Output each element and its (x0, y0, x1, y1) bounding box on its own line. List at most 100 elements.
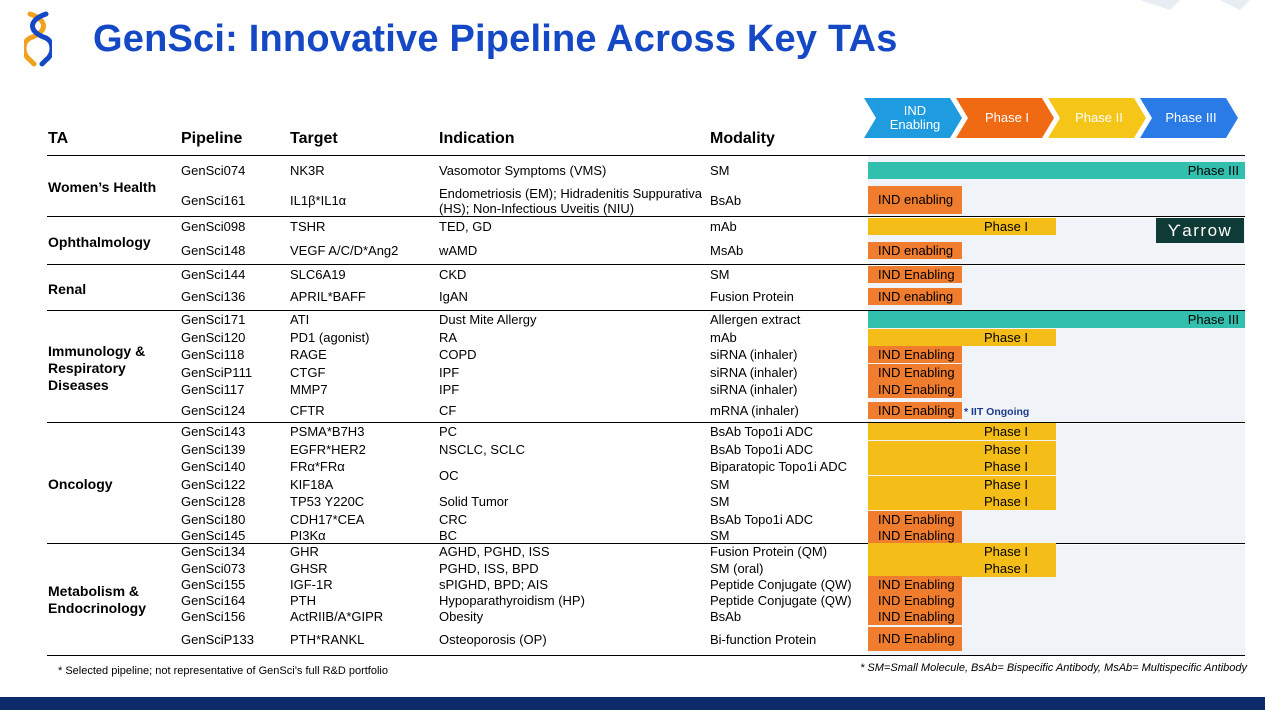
row-modality: mAb (710, 219, 737, 234)
row-modality: MsAb (710, 243, 744, 258)
row-pipeline: GenSci117 (181, 382, 245, 397)
row-modality: Bi-function Protein (710, 632, 817, 647)
ta-immunology-line1: Immunology & (48, 343, 146, 359)
row-stage-bar: IND enabling (868, 186, 962, 214)
row-pipeline: GenSci074 (181, 163, 246, 178)
row-target: TP53 Y220C (290, 494, 365, 509)
row-indication: Vasomotor Symptoms (VMS) (439, 163, 607, 178)
divider (47, 422, 1245, 423)
row-stage-bar: IND Enabling (868, 527, 962, 544)
phase-arrows-graphic (864, 98, 1238, 138)
row-stage-bar: IND Enabling (868, 608, 962, 625)
row-modality: SM (710, 267, 730, 282)
row-pipeline: GenSci139 (181, 442, 246, 457)
divider (47, 155, 1245, 156)
row-stage-bar: IND Enabling (868, 576, 962, 593)
row-stage-bar: IND Enabling (868, 592, 962, 609)
row-modality: BsAb (710, 609, 742, 624)
slide-title: GenSci: Innovative Pipeline Across Key T… (93, 18, 898, 60)
header-indication: Indication (439, 130, 515, 147)
row-modality: SM (710, 528, 730, 543)
row-modality: Fusion Protein (710, 289, 794, 304)
row-modality: SM (710, 477, 730, 492)
row-modality: BsAb Topo1i ADC (710, 442, 814, 457)
row-indication: Endometriosis (EM); Hidradenitis Suppura… (439, 186, 702, 201)
row-pipeline: GenSci144 (181, 267, 246, 282)
row-stage-bar: IND Enabling (868, 381, 962, 398)
row-pipeline: GenSci161 (181, 193, 246, 208)
row-indication: sPIGHD, BPD; AIS (439, 577, 549, 592)
row-modality: Peptide Conjugate (QW) (710, 577, 852, 592)
row-target: RAGE (290, 347, 327, 362)
row-target: TSHR (290, 219, 326, 234)
row-modality: Peptide Conjugate (QW) (710, 593, 852, 608)
row-pipeline: GenSci140 (181, 459, 246, 474)
row-modality: Fusion Protein (QM) (710, 544, 828, 559)
row-indication: Osteoporosis (OP) (439, 632, 547, 647)
row-pipeline: GenSci145 (181, 528, 246, 543)
row-indication: wAMD (439, 243, 478, 258)
row-target: CDH17*CEA (290, 512, 365, 527)
row-stage-bar: IND enabling (868, 242, 962, 259)
row-target: GHSR (290, 561, 328, 576)
row-stage-bar: Phase I (868, 458, 1056, 475)
row-pipeline: GenSci136 (181, 289, 246, 304)
row-target: ATI (290, 312, 310, 327)
row-indication: CKD (439, 267, 467, 282)
row-pipeline: GenSci156 (181, 609, 246, 624)
row-indication: Solid Tumor (439, 494, 509, 509)
row-pipeline: GenSci155 (181, 577, 246, 592)
row-pipeline: GenSciP111 (181, 365, 253, 380)
row-target: IL1β*IL1α (290, 193, 347, 208)
row-target: IGF-1R (290, 577, 333, 592)
row-target: APRIL*BAFF (290, 289, 366, 304)
row-modality: siRNA (inhaler) (710, 382, 798, 397)
row-pipeline: GenSci098 (181, 219, 246, 234)
header-ta: TA (48, 130, 69, 147)
phase-label-p2: Phase II (1075, 110, 1123, 125)
row-pipeline: GenSci148 (181, 243, 246, 258)
row-indication: COPD (439, 347, 477, 362)
row-indication: PC (439, 424, 458, 439)
row-target: GHR (290, 544, 319, 559)
row-indication: OC (439, 468, 459, 483)
row-stage-bar: IND Enabling (868, 266, 962, 283)
row-target: NK3R (290, 163, 325, 178)
row-modality: BsAb Topo1i ADC (710, 512, 814, 527)
row-indication: BC (439, 528, 458, 543)
ta-renal: Renal (48, 281, 87, 297)
row-modality: siRNA (inhaler) (710, 365, 798, 380)
row-modality: siRNA (inhaler) (710, 347, 798, 362)
row-pipeline: GenSci122 (181, 477, 246, 492)
iit-ongoing-note: * IIT Ongoing (964, 406, 1030, 418)
row-stage-bar: IND enabling (868, 288, 962, 305)
divider (47, 264, 1245, 265)
row-stage-bar: IND Enabling (868, 627, 962, 651)
divider (47, 310, 1245, 311)
row-target: PSMA*B7H3 (290, 424, 365, 439)
ta-immunology-line2: Respiratory (48, 360, 126, 376)
row-modality: SM (710, 494, 730, 509)
row-indication: AGHD, PGHD, ISS (439, 544, 550, 559)
gensci-logo (24, 11, 52, 67)
row-stage-bar: Phase I (868, 218, 1056, 235)
row-pipeline: GenSci120 (181, 330, 246, 345)
phase-label-ind-line2: Enabling (889, 117, 941, 132)
header-pipeline: Pipeline (181, 130, 243, 147)
row-pipeline: GenSci073 (181, 561, 246, 576)
row-pipeline: GenSci143 (181, 424, 246, 439)
divider (47, 655, 1245, 656)
row-pipeline: GenSci164 (181, 593, 246, 608)
ta-metabolism: Metabolism & Endocrinology (48, 583, 146, 617)
ta-ophthalmology: Ophthalmology (48, 234, 151, 250)
row-indication: IPF (439, 365, 460, 380)
row-indication-line2: (HS); Non-Infectious Uveitis (NIU) (439, 201, 635, 216)
row-indication: PGHD, ISS, BPD (439, 561, 539, 576)
footnote-abbreviations: * SM=Small Molecule, BsAb= Bispecific An… (860, 662, 1247, 674)
row-pipeline: GenSci134 (181, 544, 246, 559)
phase-label-p3: Phase III (1165, 110, 1217, 125)
row-target: ActRIIB/A*GIPR (290, 609, 384, 624)
row-target: SLC6A19 (290, 267, 346, 282)
row-indication: Obesity (439, 609, 484, 624)
partner-logo-yarrow: ϒarrow (1156, 218, 1244, 243)
